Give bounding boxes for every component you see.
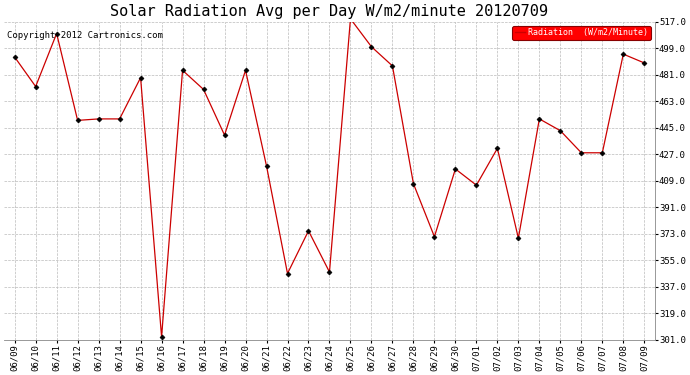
Legend: Radiation  (W/m2/Minute): Radiation (W/m2/Minute) <box>512 26 651 40</box>
Title: Solar Radiation Avg per Day W/m2/minute 20120709: Solar Radiation Avg per Day W/m2/minute … <box>110 4 549 19</box>
Text: Copyright 2012 Cartronics.com: Copyright 2012 Cartronics.com <box>8 31 164 40</box>
